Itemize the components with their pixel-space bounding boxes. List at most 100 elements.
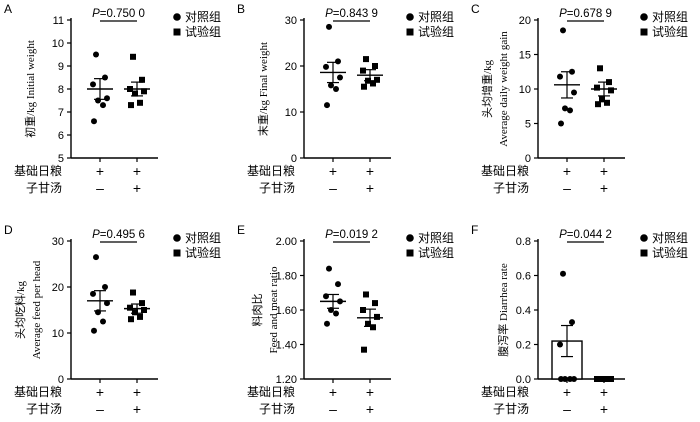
group-mark-zigan: – bbox=[96, 180, 104, 196]
row-label-zigan: 子甘汤 bbox=[493, 181, 529, 195]
group-mark-basal: + bbox=[133, 384, 141, 400]
data-point-control bbox=[328, 82, 334, 89]
panel-label: A bbox=[4, 2, 12, 16]
data-point-treatment bbox=[363, 56, 369, 63]
p-symbol: P bbox=[325, 229, 333, 241]
group-mark-zigan: + bbox=[600, 180, 608, 196]
group-mark-zigan: + bbox=[133, 401, 141, 417]
data-point-control bbox=[560, 27, 566, 34]
y-axis-label: 头均吃料/kg Average feed per head bbox=[13, 260, 43, 359]
group-mark-basal: + bbox=[329, 384, 337, 400]
legend-label: 对照组 bbox=[652, 10, 688, 24]
data-point-treatment bbox=[599, 96, 605, 103]
y-tick-label: 9 bbox=[58, 61, 64, 73]
data-point-control bbox=[104, 300, 110, 307]
data-point-treatment bbox=[361, 83, 367, 90]
p-value-label: P=0.044 2 bbox=[559, 229, 612, 241]
data-point-control bbox=[571, 89, 577, 96]
y-tick-label: 20 bbox=[285, 61, 297, 73]
y-axis-label-cn: 料肉比 bbox=[250, 294, 264, 327]
data-point-treatment bbox=[130, 289, 136, 296]
data-point-control bbox=[104, 95, 110, 102]
y-tick-label: 5 bbox=[58, 153, 64, 165]
data-point-control bbox=[95, 309, 101, 316]
data-point-control bbox=[324, 320, 330, 327]
data-point-treatment bbox=[139, 300, 145, 307]
row-label-zigan: 子甘汤 bbox=[26, 181, 62, 195]
data-point-treatment bbox=[370, 80, 376, 87]
data-point-treatment bbox=[361, 346, 367, 353]
y-tick-label: 0.8 bbox=[516, 236, 531, 248]
y-axis-label-text: 初重/kg Initial weight bbox=[23, 40, 37, 138]
data-point-treatment bbox=[604, 99, 610, 106]
data-point-treatment bbox=[374, 76, 380, 83]
legend-marker-square bbox=[406, 28, 414, 36]
group-mark-zigan: – bbox=[329, 401, 337, 417]
legend-marker-circle bbox=[406, 13, 414, 21]
data-point-treatment bbox=[360, 67, 366, 74]
panel-label: E bbox=[237, 223, 245, 237]
data-point-treatment bbox=[374, 313, 380, 320]
legend-marker-circle bbox=[173, 234, 181, 242]
y-axis-label: 料肉比 Feed and meat ratio bbox=[250, 266, 280, 354]
row-label-basal-diet: 基础日粮 bbox=[481, 384, 529, 399]
data-point-treatment bbox=[363, 291, 369, 298]
y-axis-label-cn: 腹泻率 bbox=[496, 321, 510, 357]
data-point-control bbox=[100, 102, 106, 109]
y-axis-label: 头均增重/kg Average daily weight gain bbox=[480, 31, 510, 147]
data-point-control bbox=[567, 376, 573, 382]
group-mark-zigan: + bbox=[366, 180, 374, 196]
data-point-control bbox=[91, 327, 97, 334]
p-symbol: P bbox=[325, 8, 333, 20]
y-tick-label: 1.40 bbox=[276, 340, 297, 352]
p-value-label: P=0.019 2 bbox=[325, 229, 378, 241]
p-value-label: P=0.750 0 bbox=[92, 8, 145, 20]
legend-label: 对照组 bbox=[652, 231, 688, 245]
legend-marker-square bbox=[173, 249, 181, 257]
legend-marker-square bbox=[640, 249, 648, 257]
group-mark-basal: + bbox=[563, 163, 571, 179]
data-point-treatment bbox=[604, 376, 610, 382]
y-axis-label-en: Diarrhea rate bbox=[498, 263, 510, 321]
y-tick-label: 0 bbox=[525, 153, 531, 165]
data-point-treatment bbox=[127, 86, 133, 92]
data-point-control bbox=[328, 307, 334, 313]
data-point-treatment bbox=[606, 79, 612, 86]
data-point-treatment bbox=[597, 65, 603, 72]
p-value-label: P=0.843 9 bbox=[325, 8, 378, 20]
y-axis-label-text: 末重/kg Final weight bbox=[256, 42, 270, 136]
data-point-treatment bbox=[137, 313, 143, 320]
legend-marker-circle bbox=[173, 13, 181, 21]
p-symbol: P bbox=[559, 8, 567, 20]
y-tick-label: 0.4 bbox=[516, 305, 531, 317]
group-mark-zigan: + bbox=[133, 180, 141, 196]
panel-label: C bbox=[471, 2, 480, 16]
row-label-zigan: 子甘汤 bbox=[26, 402, 62, 416]
data-point-treatment bbox=[137, 99, 143, 106]
data-point-treatment bbox=[595, 376, 601, 382]
y-tick-label: 15 bbox=[519, 50, 531, 62]
group-mark-zigan: – bbox=[563, 180, 571, 196]
data-point-control bbox=[569, 68, 575, 75]
data-point-control bbox=[569, 319, 575, 326]
legend-label: 对照组 bbox=[418, 231, 454, 245]
data-point-control bbox=[562, 105, 568, 112]
legend-marker-circle bbox=[640, 234, 648, 242]
y-axis-label-en: Average daily weight gain bbox=[498, 31, 510, 147]
y-axis-label-cn: 末重/kg bbox=[256, 97, 270, 136]
data-point-control bbox=[558, 120, 564, 127]
data-point-control bbox=[324, 102, 330, 109]
y-tick-label: 10 bbox=[285, 107, 297, 119]
panel-label: F bbox=[471, 223, 478, 237]
y-tick-label: 0 bbox=[58, 374, 64, 386]
data-point-treatment bbox=[141, 88, 147, 95]
data-point-treatment bbox=[365, 77, 371, 84]
data-point-treatment bbox=[595, 101, 601, 108]
data-point-treatment bbox=[365, 320, 371, 327]
data-point-control bbox=[557, 73, 563, 80]
group-mark-basal: + bbox=[133, 163, 141, 179]
legend-label: 试验组 bbox=[185, 24, 221, 39]
data-point-treatment bbox=[599, 376, 605, 382]
y-tick-label: 6 bbox=[58, 130, 64, 142]
row-label-basal-diet: 基础日粮 bbox=[481, 163, 529, 178]
